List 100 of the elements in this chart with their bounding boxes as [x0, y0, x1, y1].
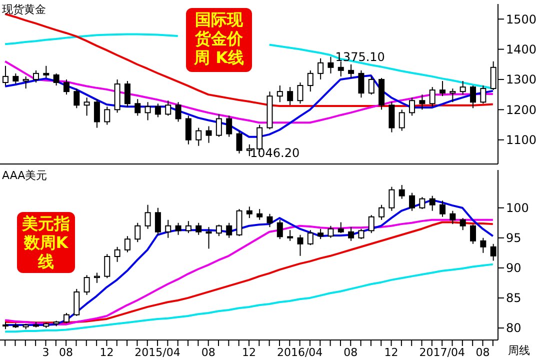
candlestick — [307, 70, 314, 92]
candlestick — [338, 222, 344, 234]
candlestick — [256, 208, 263, 220]
candlestick — [328, 225, 334, 238]
candlestick — [185, 220, 192, 234]
candlestick — [470, 224, 476, 244]
candlestick — [429, 86, 436, 108]
candlestick — [134, 222, 141, 243]
candlestick — [368, 214, 374, 234]
candlestick — [175, 102, 182, 122]
candlestick — [63, 312, 70, 324]
candlestick — [358, 228, 364, 240]
x-tick-label: 08 — [201, 346, 216, 359]
candlestick — [165, 219, 172, 238]
x-tick-label: 12 — [242, 346, 256, 359]
candlestick — [307, 230, 314, 246]
candlestick — [165, 100, 172, 116]
annotation: 1375.10 — [335, 50, 385, 64]
candlestick — [114, 246, 120, 262]
candlestick — [94, 98, 100, 128]
x-tick-label: 2015/04 — [134, 346, 180, 359]
candlestick — [74, 88, 80, 109]
candlestick — [429, 195, 436, 212]
annotation: 美元指数周K线 — [17, 212, 75, 273]
candlestick — [94, 272, 100, 284]
y-tick-label: 85 — [506, 291, 522, 306]
x-tick-label: 12 — [100, 346, 114, 359]
candlestick — [53, 72, 60, 86]
candlestick — [388, 102, 395, 133]
candlestick — [196, 127, 202, 146]
candlestick — [460, 218, 466, 231]
candlestick — [398, 109, 405, 132]
candlestick — [440, 80, 446, 97]
candlestick — [124, 80, 130, 108]
candlestick — [206, 126, 212, 144]
candlestick — [338, 60, 344, 77]
candlestick — [226, 222, 232, 238]
x-tick-label: 2016/04 — [276, 346, 323, 359]
candlestick — [63, 78, 70, 96]
candlestick — [450, 88, 456, 103]
candlestick — [297, 234, 304, 256]
candlestick — [104, 254, 110, 279]
candlestick — [368, 76, 374, 96]
candlestick — [104, 106, 110, 126]
x-tick-label: 12 — [384, 346, 398, 359]
x-tick-label: 08 — [59, 346, 74, 359]
candlestick — [450, 210, 456, 225]
candlestick — [276, 219, 283, 240]
candlestick — [144, 204, 151, 230]
candlestick — [226, 115, 232, 138]
candlestick — [409, 97, 416, 116]
y-tick-label: 1500 — [506, 12, 537, 26]
candlestick — [216, 114, 222, 138]
candlestick — [297, 82, 304, 104]
x-tick-label: 08 — [476, 346, 490, 359]
candlestick — [419, 196, 426, 210]
text: 周线 — [508, 343, 530, 358]
candlestick — [236, 130, 242, 154]
candlestick — [378, 204, 385, 220]
candlestick — [318, 58, 324, 80]
y-tick-label: 95 — [506, 231, 522, 246]
candlestick — [74, 288, 80, 316]
candlestick — [470, 85, 476, 109]
candlestick — [398, 184, 405, 200]
candlestick — [460, 80, 466, 96]
candlestick — [134, 98, 141, 116]
candlestick — [440, 200, 446, 218]
candlestick — [196, 222, 202, 236]
candlestick — [154, 103, 161, 118]
candlestick — [480, 85, 486, 104]
annotation: 国际现货金价周 K线 — [186, 8, 252, 72]
candlestick — [480, 237, 486, 254]
candlestick — [276, 85, 283, 103]
candlestick — [154, 207, 161, 236]
candlestick — [2, 65, 8, 86]
candlestick — [216, 224, 222, 237]
candlestick — [12, 72, 19, 84]
candlestick — [328, 56, 334, 74]
annotation: 1046.20 — [250, 146, 300, 160]
candlestick — [124, 236, 130, 253]
candlestick — [144, 102, 151, 121]
candlestick — [43, 65, 50, 78]
y-tick-label: 1400 — [506, 42, 537, 57]
y-tick-label: 1300 — [506, 72, 537, 87]
candlestick — [185, 115, 192, 145]
chart-title: AAA美元 — [2, 168, 48, 183]
y-tick-label: 90 — [506, 261, 522, 276]
candlestick — [266, 213, 273, 228]
candlestick — [206, 226, 212, 250]
candlestick — [287, 230, 294, 242]
chart-title: 现货黄金 — [2, 2, 46, 17]
candlestick — [84, 97, 90, 116]
y-tick-label: 100 — [506, 201, 529, 216]
y-tick-label: 1100 — [506, 133, 537, 148]
y-tick-label: 80 — [506, 321, 522, 336]
y-tick-label: 1200 — [506, 102, 537, 117]
candlestick — [246, 144, 252, 157]
candlestick — [175, 222, 182, 236]
candlestick — [388, 186, 395, 212]
candlestick — [318, 228, 324, 240]
